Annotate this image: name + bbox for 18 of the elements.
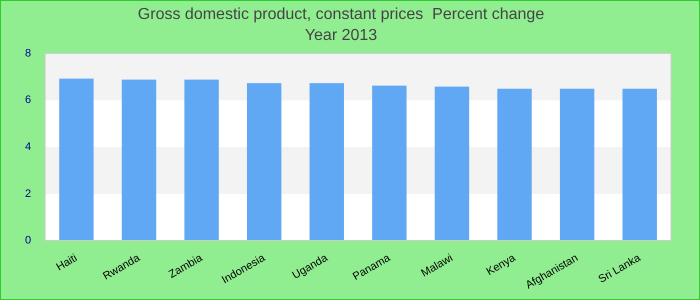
y-tick-label: 2 — [24, 188, 32, 200]
bar — [310, 83, 344, 240]
bar — [497, 88, 532, 240]
bar — [434, 86, 470, 240]
chart-title: Gross domestic product, constant prices Percent change — [138, 6, 544, 24]
y-tick-label: 8 — [24, 47, 32, 60]
y-tick-label: 6 — [24, 94, 32, 106]
bar — [122, 80, 156, 240]
bar — [560, 88, 594, 240]
bar — [246, 83, 282, 240]
chart-subtitle: Year 2013 — [304, 27, 378, 44]
bar — [622, 88, 657, 240]
bar — [59, 78, 94, 240]
y-tick-label: 0 — [24, 234, 32, 247]
x-tick-label: Haiti — [54, 252, 80, 274]
bar — [184, 80, 219, 240]
y-tick-label: 4 — [24, 140, 32, 153]
bar — [372, 86, 407, 240]
